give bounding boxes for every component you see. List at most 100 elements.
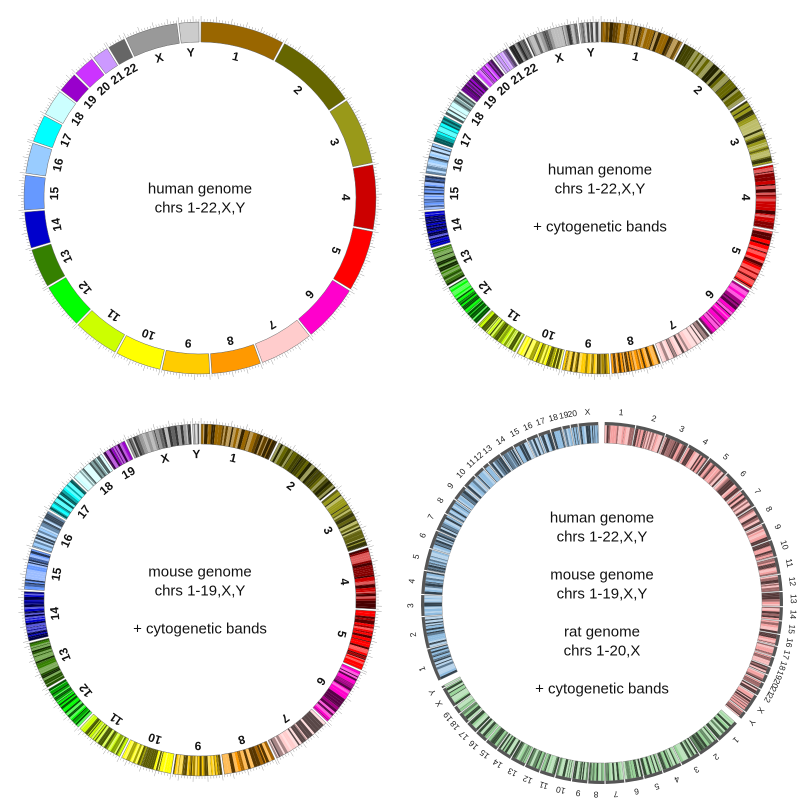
chromosome-label: 3 (692, 764, 701, 775)
chromosome-segment: 1 (200, 418, 279, 466)
chromosome-segment: 5 (728, 227, 779, 291)
chromosome-segment: 10 (113, 325, 165, 376)
chromosome-label: 6 (313, 675, 329, 689)
center-caption-line: chrs 1-22,X,Y (155, 200, 246, 217)
chromosome-segment: 11 (756, 557, 795, 578)
chromosome-label: 18 (97, 478, 116, 498)
chromosome-segment: 14 (19, 210, 65, 250)
chromosome-segment: 9 (571, 760, 590, 799)
chromosome-label: Y (186, 45, 195, 59)
chromosome-label: X (755, 705, 767, 716)
chromosome-segment: 2 (269, 437, 339, 501)
chromosome-segment: 6 (713, 468, 749, 503)
chromosome-label: 20 (94, 79, 114, 99)
chromosome-segment: 12 (43, 277, 95, 328)
chromosome-segment: 1 (705, 709, 741, 746)
chromosome-label: 1 (228, 450, 238, 465)
chromosome-segment: 22 (505, 34, 540, 79)
chromosome-label: 20 (494, 79, 514, 99)
chromosome-segment: 8 (610, 333, 663, 380)
chromosome-label: 13 (457, 247, 475, 265)
chromosome-segment: Y (177, 16, 200, 60)
chromosome-segment: 8 (435, 495, 472, 524)
chromosome-label: 12 (521, 773, 534, 786)
chromosome-label: 8 (625, 333, 635, 348)
chromosome-label: 9 (584, 336, 592, 351)
chromosome-segment: 14 (419, 210, 465, 250)
chromosome-segment: 10 (555, 757, 575, 796)
chromosome-segment: 7 (726, 486, 763, 518)
chromosome-label: 6 (633, 786, 640, 797)
chromosome-label: Y (426, 687, 438, 697)
chromosome-segment: 14 (494, 433, 523, 472)
chromosome-label: 10 (139, 325, 157, 343)
chromosome-segment: 14 (761, 606, 799, 621)
chromosome-label: 2 (284, 478, 298, 493)
chromosome-label: 3 (320, 524, 336, 537)
chromosome-label: 15 (47, 186, 61, 200)
chromosome-segment: 1 (604, 407, 636, 446)
chromosome-label: 21 (766, 685, 779, 698)
chromosome-label: 3 (678, 423, 687, 434)
chromosome-segment: 4 (337, 545, 382, 610)
chromosome-segment: 3 (658, 423, 689, 463)
chromosome-segment: 5 (639, 753, 663, 792)
chromosome-segment: 6 (622, 758, 644, 797)
chromosome-label: 8 (236, 732, 247, 747)
chromosome-segment: X (433, 678, 472, 709)
chromosome-segment: 16 (521, 420, 545, 458)
chromosome-label: 10 (454, 466, 468, 480)
center-caption-line: mouse genome (550, 567, 653, 584)
chromosome-label: 19 (119, 463, 138, 482)
chromosome-segment: 4 (406, 570, 445, 596)
chromosome-segment: 22 (105, 34, 140, 79)
chromosome-label: 4 (673, 774, 682, 785)
chromosome-label: 8 (435, 495, 446, 505)
chromosome-segment: 7 (605, 761, 625, 799)
chromosome-label: 10 (779, 539, 791, 551)
chromosome-segment: 21 (742, 674, 779, 698)
center-caption-line: chrs 1-22,X,Y (555, 181, 646, 198)
chromosome-label: 13 (789, 594, 799, 604)
chromosome-label: X (584, 407, 591, 417)
chromosome-segment: 4 (739, 163, 782, 231)
chromosome-label: 14 (494, 433, 508, 447)
chromosome-label: 4 (337, 577, 352, 586)
chromosome-label: 7 (425, 512, 436, 521)
chromosome-segment: 17 (534, 415, 556, 454)
chromosome-label: 15 (48, 566, 64, 582)
chromosome-segment: 22 (739, 679, 775, 705)
chromosome-segment: 3 (320, 485, 373, 552)
chromosome-segment: 18 (751, 651, 789, 672)
chromosome-label: X (554, 50, 566, 66)
center-caption-line: mouse genome (148, 564, 251, 581)
center-caption-line: human genome (148, 181, 252, 198)
chromosome-segment: 6 (312, 663, 367, 726)
chromosome-label: Y (192, 447, 200, 461)
chromosome-label: 10 (146, 730, 163, 748)
chromosome-label: 12 (76, 681, 95, 700)
chromosome-segment: 3 (405, 594, 443, 617)
chromosome-segment: 9 (561, 336, 611, 380)
chromosome-label: 15 (786, 624, 797, 635)
chromosome-segment: 4 (679, 436, 710, 475)
chromosome-segment: 20 (745, 666, 782, 690)
chromosome-label: 17 (780, 649, 792, 661)
center-caption-line: chrs 1-22,X,Y (557, 529, 648, 546)
chromosome-label: 4 (339, 194, 353, 201)
chromosome-label: 11 (538, 779, 550, 791)
chromosome-label: X (154, 50, 166, 66)
chromosome-segment: 12 (44, 678, 95, 732)
chromosome-segment: 15 (759, 619, 798, 635)
chromosome-segment: 19 (748, 660, 786, 682)
chromosome-label: 2 (408, 631, 419, 638)
chromosome-label: 13 (57, 247, 75, 265)
chromosome-label: 5 (411, 553, 422, 560)
chromosome-label: 16 (450, 156, 467, 172)
chromosome-label: 7 (665, 317, 678, 333)
chromosome-label: 6 (302, 287, 317, 302)
chromosome-label: 9 (445, 481, 456, 491)
chromosome-label: X (433, 698, 445, 708)
chromosome-label: 10 (555, 784, 567, 796)
